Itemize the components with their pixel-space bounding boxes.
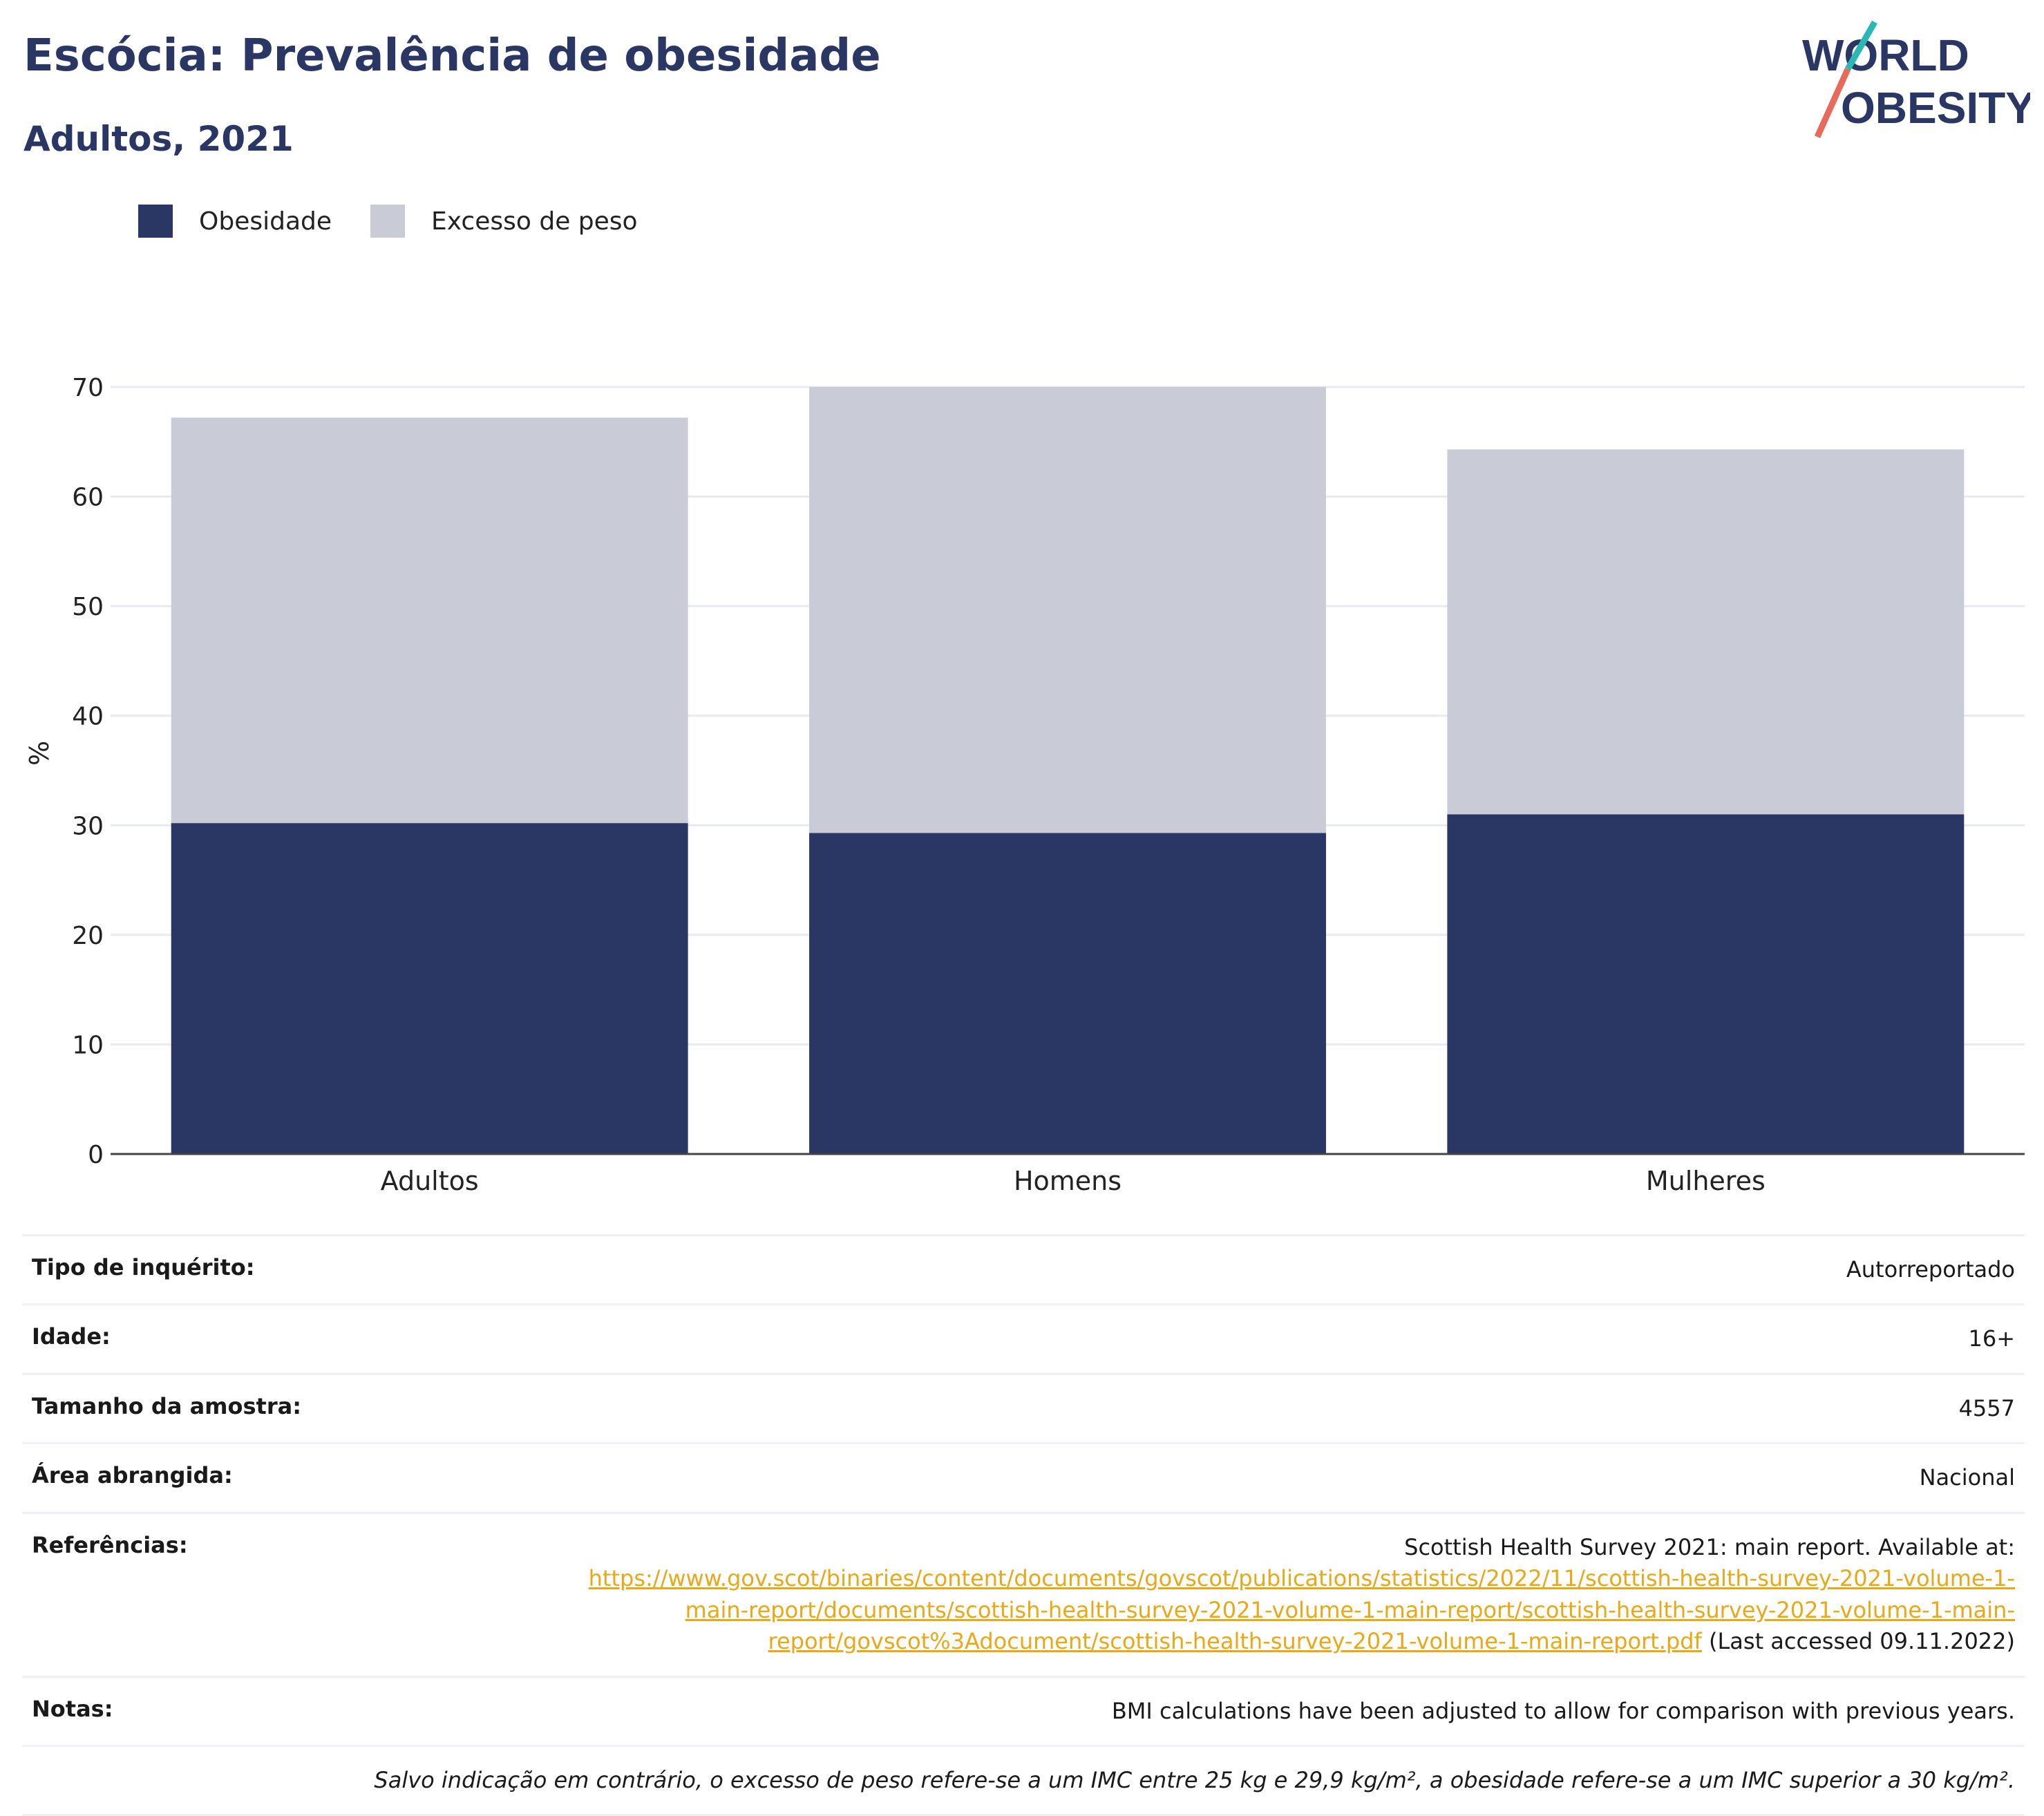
x-tick-label: Mulheres [1646, 1166, 1766, 1196]
x-tick-label: Adultos [381, 1166, 479, 1196]
stacked-bar-chart: 0 10 20 30 40 50 60 70 Adultos Homens Mulheres % [24, 374, 2025, 1196]
reference-link-line1[interactable]: https://www.gov.scot/binaries/content/do… [588, 1565, 2015, 1592]
info-value: 4557 [1958, 1394, 2015, 1421]
logo-line2: OBESITY [1841, 83, 2030, 133]
reference-link-line3[interactable]: report/govscot%3Adocument/scottish-healt… [768, 1628, 1702, 1655]
reference-accessed: (Last accessed 09.11.2022) [1701, 1628, 2015, 1655]
legend-swatch-overweight [370, 205, 406, 238]
footnote: Salvo indicação em contrário, o excesso … [374, 1766, 2015, 1793]
page-title: Escócia: Prevalência de obesidade [23, 30, 881, 82]
y-tick-label: 60 [72, 484, 104, 512]
info-row-footnote: Salvo indicação em contrário, o excesso … [22, 1744, 2025, 1816]
x-tick-label: Homens [1014, 1166, 1122, 1196]
info-row-area: Área abrangida: Nacional [22, 1442, 2025, 1511]
info-label: Idade: [32, 1323, 111, 1350]
info-row-notes: Notas: BMI calculations have been adjust… [22, 1675, 2025, 1745]
info-row-age: Idade: 16+ [22, 1303, 2025, 1372]
info-value: 16+ [1968, 1325, 2015, 1352]
info-label: Tipo de inquérito: [32, 1254, 255, 1280]
info-row-sample-size: Tamanho da amostra: 4557 [22, 1372, 2025, 1442]
y-tick-label: 30 [72, 812, 104, 840]
legend-swatch-obesity [138, 205, 173, 238]
reference-text: Scottish Health Survey 2021: main report… [1404, 1533, 2015, 1560]
y-tick-label: 10 [72, 1031, 104, 1059]
logo-slash-teal [1845, 21, 1877, 71]
bar-obesity-homens [809, 833, 1326, 1154]
info-value: Nacional [1919, 1464, 2015, 1491]
y-tick-labels: 0 10 20 30 40 50 60 70 [72, 374, 104, 1169]
bar-obesity-adultos [171, 823, 688, 1154]
bar-overweight-homens [809, 387, 1326, 833]
bar-overweight-mulheres [1447, 449, 1965, 815]
info-label: Área abrangida: [32, 1462, 233, 1489]
chart-legend: Obesidade Excesso de peso [138, 205, 676, 238]
legend-label-overweight: Excesso de peso [431, 207, 638, 236]
logo-line1: WORLD [1802, 30, 1969, 80]
bars [171, 387, 1965, 1154]
info-label: Tamanho da amostra: [32, 1392, 301, 1419]
legend-item-obesity: Obesidade [138, 205, 332, 238]
info-row-references: Referências: Scottish Health Survey 2021… [22, 1511, 2025, 1676]
reference-link[interactable]: https://www.gov.scot/binaries/content/do… [589, 1565, 2015, 1654]
reference-link-line2[interactable]: main-report/documents/scottish-health-su… [685, 1596, 2015, 1623]
y-tick-label: 0 [88, 1141, 104, 1169]
y-tick-label: 70 [72, 374, 104, 402]
world-obesity-logo: WORLD OBESITY [1802, 21, 2030, 138]
info-label: Referências: [32, 1531, 188, 1558]
survey-info-table: Tipo de inquérito: Autorreportado Idade:… [22, 1234, 2025, 1816]
info-value: Scottish Health Survey 2021: main report… [589, 1532, 2015, 1658]
logo-slash-coral [1814, 68, 1851, 138]
y-tick-label: 50 [72, 593, 104, 621]
info-label: Notas: [32, 1695, 113, 1722]
info-value: BMI calculations have been adjusted to a… [1111, 1697, 2015, 1724]
info-value: Autorreportado [1846, 1256, 2015, 1283]
info-row-survey-type: Tipo de inquérito: Autorreportado [22, 1234, 2025, 1303]
page-subtitle: Adultos, 2021 [23, 119, 294, 159]
y-axis-label: % [24, 741, 55, 766]
legend-label-obesity: Obesidade [199, 207, 332, 236]
y-tick-label: 40 [72, 703, 104, 731]
bar-overweight-adultos [171, 417, 688, 824]
y-tick-label: 20 [72, 922, 104, 950]
x-tick-labels: Adultos Homens Mulheres [381, 1166, 1766, 1196]
bar-obesity-mulheres [1447, 814, 1965, 1154]
legend-item-overweight: Excesso de peso [370, 205, 638, 238]
